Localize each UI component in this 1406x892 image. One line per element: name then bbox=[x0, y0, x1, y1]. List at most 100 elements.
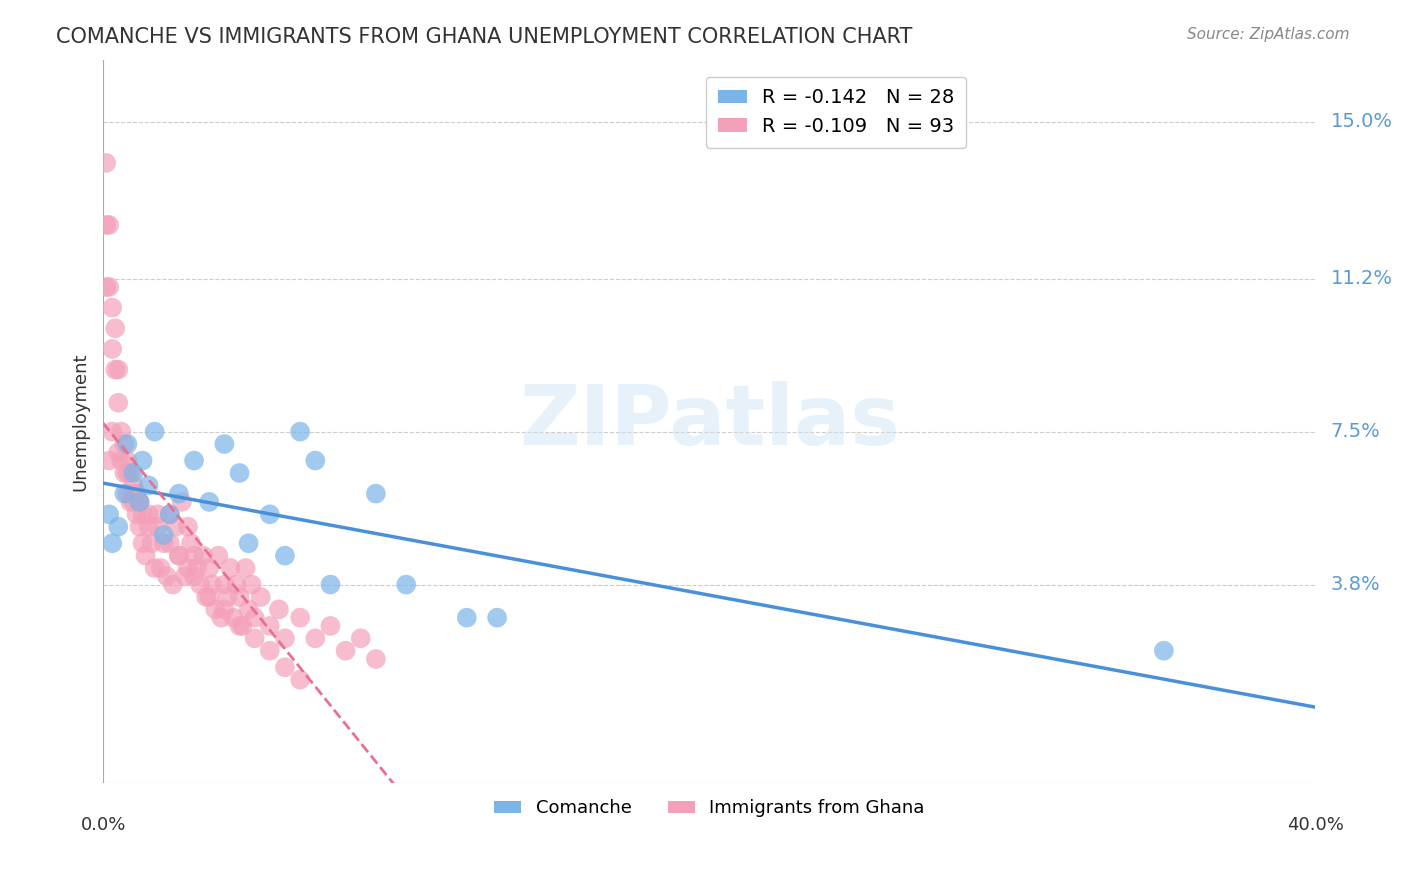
Point bbox=[117, 453, 139, 467]
Point bbox=[177, 519, 200, 533]
Point bbox=[259, 619, 281, 633]
Point bbox=[131, 536, 153, 550]
Point bbox=[183, 549, 205, 563]
Point bbox=[177, 561, 200, 575]
Point bbox=[152, 528, 174, 542]
Point bbox=[335, 644, 357, 658]
Point bbox=[98, 508, 121, 522]
Point bbox=[122, 495, 145, 509]
Y-axis label: Unemployment: Unemployment bbox=[72, 352, 89, 491]
Point bbox=[209, 610, 232, 624]
Text: Source: ZipAtlas.com: Source: ZipAtlas.com bbox=[1187, 27, 1350, 42]
Point bbox=[128, 495, 150, 509]
Point bbox=[146, 508, 169, 522]
Point bbox=[143, 561, 166, 575]
Text: ZIPatlas: ZIPatlas bbox=[519, 381, 900, 462]
Point bbox=[240, 577, 263, 591]
Point bbox=[217, 590, 239, 604]
Point bbox=[107, 395, 129, 409]
Point bbox=[117, 486, 139, 500]
Point bbox=[274, 660, 297, 674]
Point bbox=[304, 453, 326, 467]
Point bbox=[128, 519, 150, 533]
Point bbox=[110, 453, 132, 467]
Text: COMANCHE VS IMMIGRANTS FROM GHANA UNEMPLOYMENT CORRELATION CHART: COMANCHE VS IMMIGRANTS FROM GHANA UNEMPL… bbox=[56, 27, 912, 46]
Point bbox=[274, 549, 297, 563]
Point bbox=[214, 602, 236, 616]
Point bbox=[98, 218, 121, 232]
Point bbox=[138, 478, 160, 492]
Point bbox=[170, 495, 193, 509]
Point bbox=[1153, 644, 1175, 658]
Point bbox=[156, 569, 179, 583]
Point bbox=[395, 577, 418, 591]
Legend: Comanche, Immigrants from Ghana: Comanche, Immigrants from Ghana bbox=[486, 792, 932, 824]
Point bbox=[274, 632, 297, 646]
Point bbox=[104, 362, 127, 376]
Point bbox=[214, 577, 236, 591]
Point bbox=[350, 632, 373, 646]
Point bbox=[135, 549, 157, 563]
Point bbox=[122, 478, 145, 492]
Point bbox=[235, 561, 257, 575]
Point bbox=[96, 218, 118, 232]
Point bbox=[143, 425, 166, 439]
Point bbox=[222, 610, 245, 624]
Point bbox=[96, 156, 118, 170]
Point bbox=[319, 577, 342, 591]
Point bbox=[174, 569, 197, 583]
Point bbox=[152, 536, 174, 550]
Point bbox=[101, 425, 124, 439]
Point bbox=[486, 610, 509, 624]
Point bbox=[238, 602, 260, 616]
Point bbox=[456, 610, 478, 624]
Point bbox=[128, 495, 150, 509]
Point bbox=[195, 590, 218, 604]
Point bbox=[183, 453, 205, 467]
Point bbox=[159, 508, 181, 522]
Point bbox=[128, 495, 150, 509]
Point bbox=[201, 577, 224, 591]
Point bbox=[101, 536, 124, 550]
Point bbox=[180, 536, 202, 550]
Point bbox=[138, 519, 160, 533]
Point bbox=[267, 602, 290, 616]
Point bbox=[101, 301, 124, 315]
Point bbox=[198, 590, 221, 604]
Point bbox=[141, 536, 163, 550]
Point bbox=[243, 610, 266, 624]
Point bbox=[191, 549, 214, 563]
Point bbox=[131, 453, 153, 467]
Point bbox=[96, 280, 118, 294]
Point bbox=[159, 508, 181, 522]
Point bbox=[188, 577, 211, 591]
Point bbox=[162, 577, 184, 591]
Text: 0.0%: 0.0% bbox=[80, 816, 125, 834]
Point bbox=[207, 549, 229, 563]
Point bbox=[122, 466, 145, 480]
Point bbox=[288, 610, 311, 624]
Point bbox=[120, 495, 142, 509]
Point bbox=[131, 508, 153, 522]
Point bbox=[107, 362, 129, 376]
Point bbox=[110, 425, 132, 439]
Point bbox=[101, 342, 124, 356]
Point bbox=[219, 561, 242, 575]
Point bbox=[138, 508, 160, 522]
Point bbox=[232, 619, 254, 633]
Point bbox=[98, 280, 121, 294]
Point bbox=[214, 437, 236, 451]
Point bbox=[117, 437, 139, 451]
Point bbox=[107, 445, 129, 459]
Point bbox=[167, 486, 190, 500]
Point bbox=[146, 519, 169, 533]
Point bbox=[98, 453, 121, 467]
Point bbox=[243, 632, 266, 646]
Point bbox=[186, 561, 208, 575]
Text: 3.8%: 3.8% bbox=[1330, 575, 1381, 594]
Point bbox=[364, 486, 387, 500]
Point bbox=[159, 536, 181, 550]
Text: 40.0%: 40.0% bbox=[1286, 816, 1344, 834]
Point bbox=[319, 619, 342, 633]
Point bbox=[112, 486, 135, 500]
